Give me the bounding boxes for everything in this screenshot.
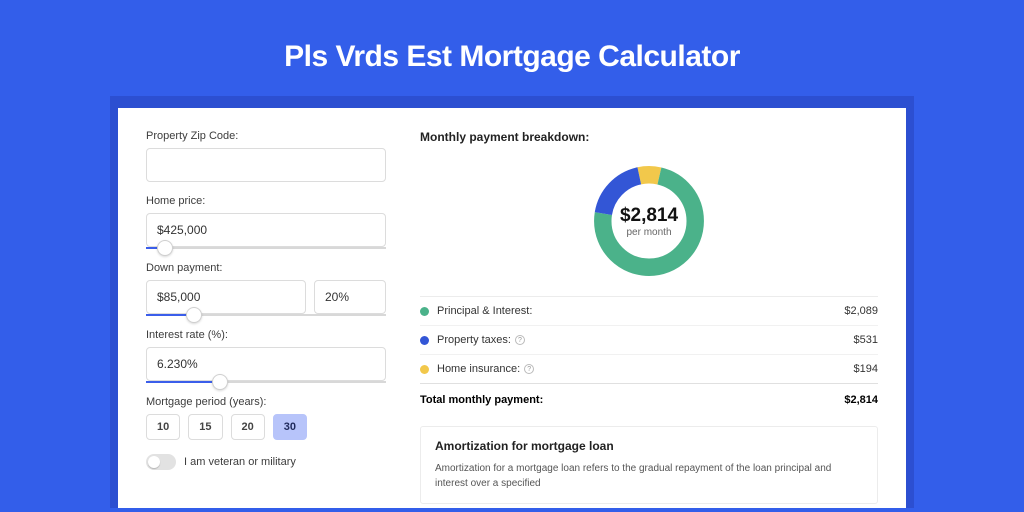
card-shadow: Property Zip Code: Home price: Down paym… [110, 96, 914, 508]
slider-thumb[interactable] [186, 307, 202, 323]
zip-field: Property Zip Code: [146, 130, 386, 182]
period-field: Mortgage period (years): 10 15 20 30 [146, 396, 386, 440]
legend: Principal & Interest:$2,089Property taxe… [420, 296, 878, 383]
donut-value: $2,814 [620, 205, 678, 227]
hero: Pls Vrds Est Mortgage Calculator [0, 0, 1024, 96]
period-options: 10 15 20 30 [146, 414, 386, 440]
interest-rate-slider[interactable] [146, 381, 386, 383]
veteran-label: I am veteran or military [184, 456, 296, 468]
info-icon[interactable]: ? [524, 364, 534, 374]
donut-sublabel: per month [626, 227, 671, 238]
legend-row: Home insurance:?$194 [420, 354, 878, 383]
donut-center: $2,814 per month [588, 160, 710, 282]
veteran-toggle[interactable] [146, 454, 176, 470]
legend-dot [420, 365, 429, 374]
slider-thumb[interactable] [212, 374, 228, 390]
home-price-input[interactable] [146, 213, 386, 247]
period-option-10[interactable]: 10 [146, 414, 180, 440]
down-payment-slider[interactable] [146, 314, 386, 316]
period-option-15[interactable]: 15 [188, 414, 222, 440]
period-option-30[interactable]: 30 [273, 414, 307, 440]
period-option-20[interactable]: 20 [231, 414, 265, 440]
home-price-label: Home price: [146, 195, 386, 207]
period-label: Mortgage period (years): [146, 396, 386, 408]
down-payment-field: Down payment: [146, 262, 386, 316]
interest-rate-field: Interest rate (%): [146, 329, 386, 383]
legend-row: Principal & Interest:$2,089 [420, 296, 878, 325]
breakdown-column: Monthly payment breakdown: $2,814 per mo… [420, 130, 878, 508]
down-payment-label: Down payment: [146, 262, 386, 274]
form-column: Property Zip Code: Home price: Down paym… [146, 130, 386, 508]
interest-rate-label: Interest rate (%): [146, 329, 386, 341]
home-price-field: Home price: [146, 195, 386, 249]
legend-label: Home insurance:? [437, 363, 854, 375]
legend-value: $531 [854, 334, 878, 346]
total-label: Total monthly payment: [420, 394, 844, 406]
interest-rate-input[interactable] [146, 347, 386, 381]
legend-label: Principal & Interest: [437, 305, 844, 317]
total-row: Total monthly payment: $2,814 [420, 383, 878, 416]
legend-dot [420, 307, 429, 316]
down-payment-input[interactable] [146, 280, 306, 314]
donut-chart: $2,814 per month [588, 160, 710, 282]
total-value: $2,814 [844, 394, 878, 406]
breakdown-title: Monthly payment breakdown: [420, 130, 878, 144]
calculator-card: Property Zip Code: Home price: Down paym… [118, 108, 906, 508]
page-title: Pls Vrds Est Mortgage Calculator [0, 40, 1024, 74]
legend-row: Property taxes:?$531 [420, 325, 878, 354]
veteran-row: I am veteran or military [146, 454, 386, 470]
amortization-text: Amortization for a mortgage loan refers … [435, 461, 863, 491]
amortization-box: Amortization for mortgage loan Amortizat… [420, 426, 878, 504]
amortization-title: Amortization for mortgage loan [435, 439, 863, 453]
legend-value: $2,089 [844, 305, 878, 317]
home-price-slider[interactable] [146, 247, 386, 249]
slider-thumb[interactable] [157, 240, 173, 256]
legend-dot [420, 336, 429, 345]
legend-label: Property taxes:? [437, 334, 854, 346]
donut-wrap: $2,814 per month [420, 154, 878, 296]
zip-label: Property Zip Code: [146, 130, 386, 142]
info-icon[interactable]: ? [515, 335, 525, 345]
down-payment-pct-input[interactable] [314, 280, 386, 314]
zip-input[interactable] [146, 148, 386, 182]
legend-value: $194 [854, 363, 878, 375]
